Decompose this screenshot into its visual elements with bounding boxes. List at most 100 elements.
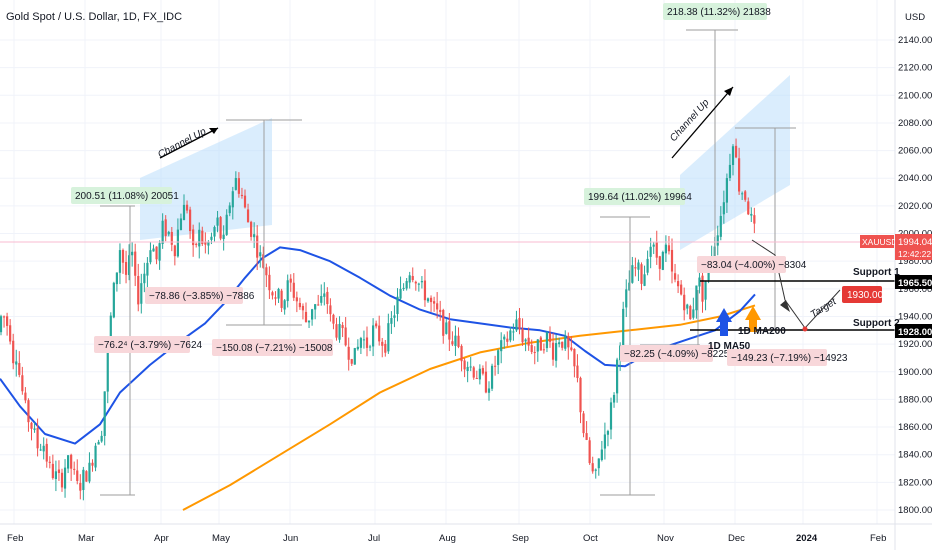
candle-down xyxy=(753,215,756,224)
projection-arrow xyxy=(780,300,790,312)
y-tick-label: 2120.00 xyxy=(898,63,932,74)
candle-up xyxy=(179,218,183,231)
candle-down xyxy=(292,282,295,298)
symbol-badge xyxy=(860,235,894,248)
candle-down xyxy=(73,468,76,470)
candle-up xyxy=(67,455,70,469)
candle-up xyxy=(750,213,753,216)
candle-down xyxy=(457,335,460,347)
candle-up xyxy=(359,338,362,348)
ma50-label: 1D MA50 xyxy=(708,341,751,352)
x-tick-label: Mar xyxy=(78,533,94,544)
candle-up xyxy=(408,275,411,283)
candle-up xyxy=(631,265,634,283)
candle-down xyxy=(164,219,167,236)
candle-down xyxy=(295,297,298,302)
candle-up xyxy=(725,178,728,203)
candle-down xyxy=(2,316,6,318)
candle-down xyxy=(494,365,497,367)
candle-up xyxy=(63,467,67,489)
candle-down xyxy=(481,368,484,374)
drop-4-box xyxy=(620,345,713,362)
candle-down xyxy=(137,275,140,305)
candle-down xyxy=(670,249,674,272)
x-tick-label: Sep xyxy=(512,533,529,544)
y-tick-label: 1900.00 xyxy=(898,367,932,378)
drop-4-label: −82.25 (−4.09%) −8225 xyxy=(624,349,730,360)
candle-up xyxy=(54,471,57,480)
candle-down xyxy=(579,377,582,413)
x-tick-label: Aug xyxy=(439,533,456,544)
candle-down xyxy=(256,235,259,258)
candle-down xyxy=(738,158,741,192)
candle-up xyxy=(228,205,231,214)
candle-down xyxy=(274,297,277,299)
candle-down xyxy=(192,229,195,246)
candle-down xyxy=(60,472,64,488)
candle-down xyxy=(734,145,738,158)
drop-2-box xyxy=(145,287,243,304)
measurement-lines xyxy=(100,29,796,496)
candle-up xyxy=(646,258,649,273)
candle-down xyxy=(317,304,320,306)
candle-down xyxy=(744,191,747,200)
support-1-label: Support 1 xyxy=(853,267,900,278)
candle-up xyxy=(420,281,423,283)
candle-down xyxy=(381,341,384,346)
drop-3-label: −150.08 (−7.21%) −15008 xyxy=(216,343,333,354)
channel-up-arrowhead-2 xyxy=(724,87,733,96)
candle-down xyxy=(45,443,48,462)
candle-up xyxy=(131,251,134,256)
candle-down xyxy=(219,217,222,239)
candle-down xyxy=(673,273,677,280)
drop-5-label: −83.04 (−4.00%) −8304 xyxy=(701,260,807,271)
candle-up xyxy=(622,308,625,346)
y-tick-label: 1800.00 xyxy=(898,505,932,516)
ma200-arrow xyxy=(745,306,761,332)
candle-up xyxy=(716,235,719,246)
candle-up xyxy=(97,441,100,445)
candle-down xyxy=(246,209,250,223)
candle-down xyxy=(527,337,530,346)
candle-down xyxy=(436,303,439,310)
candle-up xyxy=(42,445,45,452)
current-price: 1994.04 xyxy=(898,237,932,248)
candle-down xyxy=(301,305,305,311)
candle-down xyxy=(539,337,542,351)
candle-down xyxy=(506,338,509,342)
candle-up xyxy=(182,204,186,220)
candle-up xyxy=(109,315,112,343)
candle-down xyxy=(76,470,79,481)
candle-down xyxy=(12,340,15,364)
candle-up xyxy=(372,325,375,347)
y-tick-label: 2100.00 xyxy=(898,90,932,101)
candle-up xyxy=(356,346,359,350)
candle-down xyxy=(429,297,433,303)
candle-down xyxy=(332,314,335,324)
candle-up xyxy=(487,388,491,393)
candle-down xyxy=(341,325,344,329)
candle-up xyxy=(515,319,518,331)
candle-down xyxy=(289,278,292,283)
candle-up xyxy=(603,434,606,449)
candle-down xyxy=(21,375,24,392)
candle-up xyxy=(103,391,106,436)
candle-down xyxy=(262,254,265,268)
candle-down xyxy=(530,345,533,352)
candle-up xyxy=(731,146,735,166)
currency-label: USD xyxy=(905,12,925,23)
candle-up xyxy=(503,336,506,340)
candle-down xyxy=(155,246,158,260)
candle-up xyxy=(643,274,646,286)
candle-up xyxy=(82,469,85,490)
candle-up xyxy=(612,394,616,403)
target-point xyxy=(802,326,808,332)
candle-up xyxy=(33,428,36,430)
drop-1-label: −76.2⁴ (−3.79%) −7624 xyxy=(98,340,203,351)
candle-up xyxy=(628,282,631,291)
candle-up xyxy=(88,462,91,482)
candle-down xyxy=(567,335,570,348)
candle-down xyxy=(448,321,451,340)
candle-up xyxy=(320,296,323,303)
candle-up xyxy=(454,335,457,346)
